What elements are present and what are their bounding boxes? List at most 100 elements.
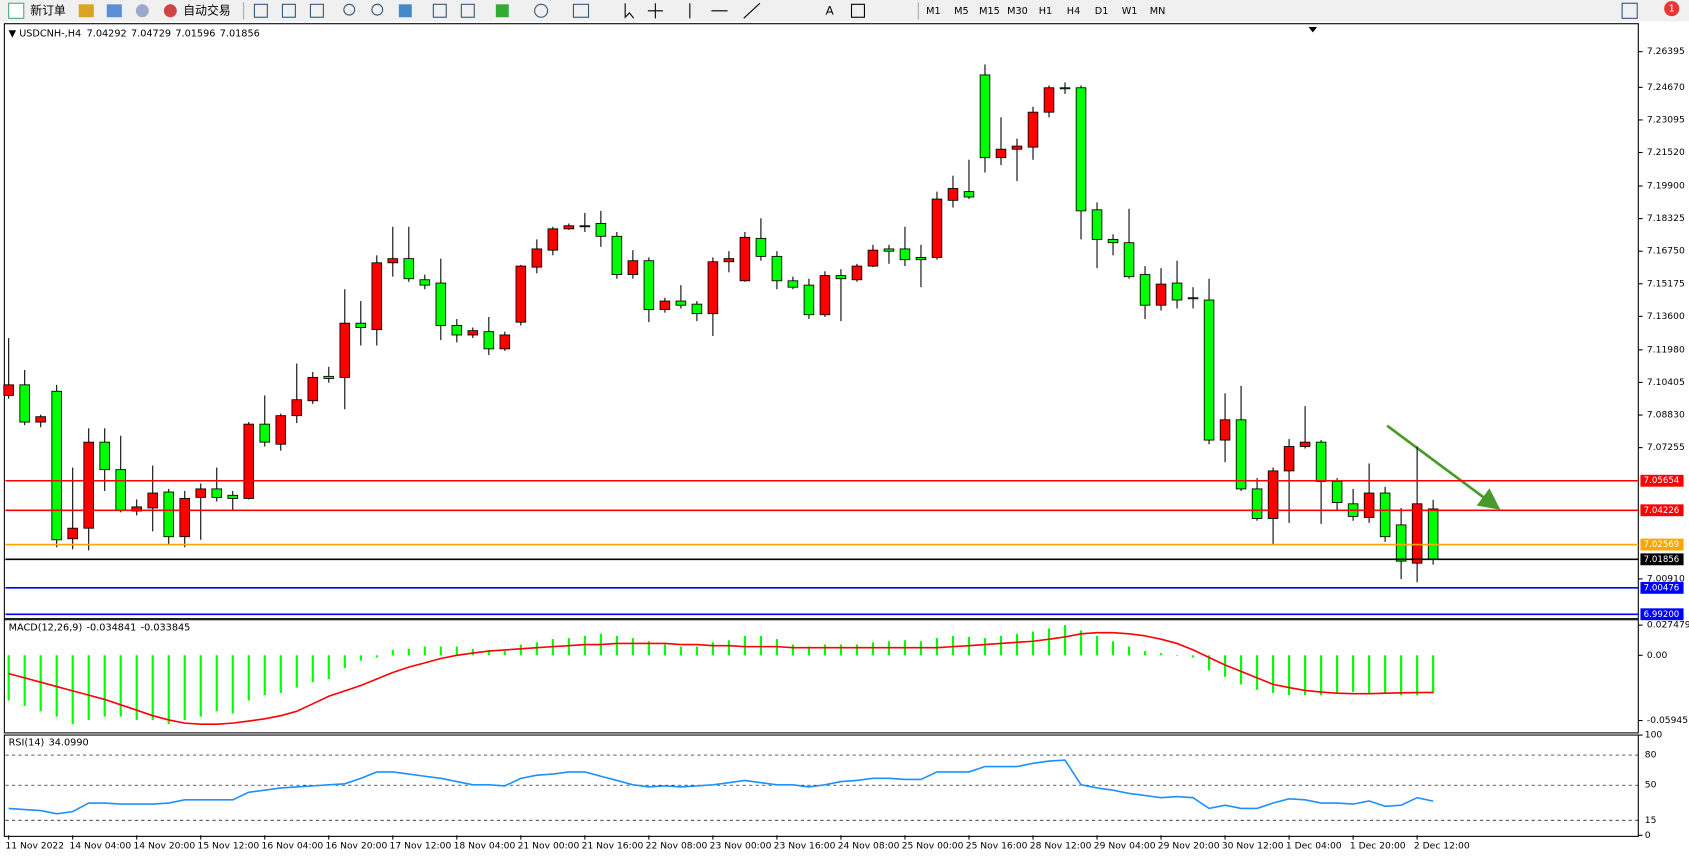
candle-body	[115, 469, 126, 511]
macd-bar	[1047, 628, 1051, 656]
price-level-label: 7.05654	[1644, 476, 1680, 486]
y-tick-label: 0	[1645, 830, 1651, 841]
annotation-arrow	[1386, 424, 1501, 510]
timeframe-button[interactable]: MN	[1150, 6, 1166, 17]
timeframe-button[interactable]: M5	[954, 6, 969, 17]
zoom-in-icon[interactable]	[343, 3, 356, 16]
macd-bar	[823, 644, 827, 656]
zoom-out-icon[interactable]	[371, 3, 384, 16]
candle-body	[979, 74, 991, 159]
candle-body	[147, 492, 159, 509]
indicators-icon[interactable]	[495, 4, 509, 18]
macd-bar	[727, 640, 730, 656]
text-tool[interactable]: A	[826, 3, 834, 17]
timeframe-button[interactable]: H1	[1039, 6, 1052, 17]
crosshair-icon[interactable]	[647, 3, 663, 19]
macd-bar	[951, 635, 955, 656]
x-tick-label: 1 Dec 20:00	[1350, 841, 1406, 852]
macd-bar	[7, 655, 10, 701]
macd-bar	[1384, 655, 1387, 693]
candle-body	[963, 191, 975, 198]
macd-bar	[87, 655, 90, 720]
icon[interactable]	[135, 4, 149, 18]
header-arrow: ▼	[9, 28, 20, 39]
timeframe-button[interactable]: M15	[979, 6, 1000, 17]
macd-bar	[1095, 635, 1099, 656]
y-tick-label: 7.07255	[1647, 442, 1685, 453]
macd-bar	[1191, 655, 1195, 658]
y-tick-label: 7.16750	[1647, 246, 1685, 257]
line-chart-icon[interactable]	[309, 3, 324, 18]
y-tick-label: 7.00910	[1647, 573, 1685, 584]
macd-bar	[743, 635, 746, 656]
timeframe-button[interactable]: W1	[1122, 6, 1138, 17]
notification-badge[interactable]	[1664, 1, 1680, 17]
label-tool[interactable]	[850, 3, 865, 18]
x-tick-label: 1 Dec 04:00	[1286, 841, 1342, 852]
macd-bar	[711, 642, 714, 656]
timeframe-button[interactable]: M30	[1007, 6, 1028, 17]
macd-title: MACD(12,26,9)	[9, 622, 83, 633]
line-tools[interactable]	[689, 2, 761, 19]
candle-body	[83, 441, 94, 529]
macd-bar	[519, 644, 522, 656]
x-tick-label: 11 Nov 2022	[5, 841, 64, 852]
candle-body	[899, 248, 911, 261]
shift-icon[interactable]	[460, 3, 475, 18]
macd-bar	[663, 644, 666, 656]
candle-body	[627, 260, 639, 276]
candle-body	[931, 198, 943, 258]
y-tick-label: 15	[1645, 815, 1657, 826]
candle-body	[1011, 145, 1023, 150]
candle-body	[211, 488, 223, 498]
macd-header: MACD(12,26,9) -0.034841 -0.033845	[9, 622, 191, 633]
timeframe-button[interactable]: D1	[1095, 6, 1109, 17]
price-level-tag	[1640, 538, 1684, 551]
y-tick-label: 7.15175	[1647, 278, 1685, 289]
auto-trading-icon[interactable]	[163, 4, 177, 18]
new-order-icon[interactable]	[8, 2, 25, 19]
tile-icon[interactable]	[398, 4, 412, 18]
cursor-icon[interactable]	[624, 3, 635, 19]
macd-bar	[1063, 625, 1067, 656]
timeframe-button[interactable]: H4	[1067, 6, 1080, 17]
macd-bar	[1272, 655, 1275, 693]
auto-trading-button[interactable]: 自动交易	[183, 3, 230, 17]
timeframe-button[interactable]: M1	[926, 6, 941, 17]
bar-chart-icon[interactable]	[253, 3, 268, 18]
icon[interactable]	[78, 4, 94, 18]
candle-body	[243, 423, 255, 499]
x-tick-label: 14 Nov 20:00	[133, 841, 195, 852]
candle-body	[643, 260, 655, 310]
macd-bar	[983, 638, 987, 656]
autoscroll-icon[interactable]	[432, 3, 447, 18]
candle-chart-icon[interactable]	[281, 3, 296, 18]
candle-body	[867, 249, 879, 267]
candle-body	[531, 248, 543, 268]
price-level-tag	[1640, 553, 1684, 566]
candle-body	[723, 258, 735, 263]
candle-body	[1411, 503, 1423, 564]
macd-bar	[391, 649, 394, 656]
macd-bar	[311, 655, 314, 683]
x-tick-label: 25 Nov 16:00	[966, 841, 1028, 852]
low: 7.01596	[175, 28, 215, 39]
macd-bar	[871, 642, 875, 656]
macd-bar	[295, 655, 298, 688]
price-level-tag	[1640, 474, 1684, 487]
macd-bar	[1416, 655, 1419, 696]
candle-body	[1331, 481, 1343, 503]
toolbar: 新订单 自动交易 A 1	[0, 0, 1689, 22]
search-icon[interactable]	[1621, 2, 1638, 19]
periods-icon[interactable]	[534, 3, 549, 18]
macd-bar	[151, 655, 154, 720]
templates-icon[interactable]	[572, 3, 590, 18]
macd-bar	[1320, 655, 1323, 696]
icon[interactable]	[106, 4, 122, 18]
macd-bar	[1256, 655, 1259, 690]
y-tick-label: 0.027479	[1647, 620, 1689, 631]
candle-body	[1171, 282, 1183, 301]
macd-signal: -0.033845	[141, 622, 191, 633]
new-order-button[interactable]: 新订单	[30, 3, 66, 17]
candle-body	[387, 258, 399, 264]
